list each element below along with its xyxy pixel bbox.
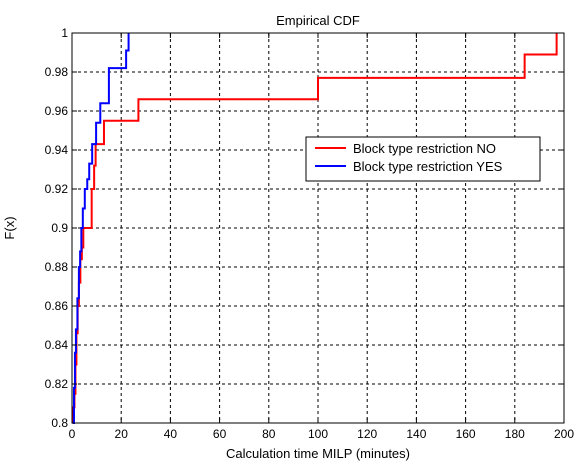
tick-layer: 0 20 40 60 80 100 120 140 160 180 200 0.8 0.82 0.84 0.… bbox=[45, 26, 575, 441]
x-axis-label: Calculation time MILP (minutes) bbox=[226, 446, 410, 461]
y-tick-label: 0.84 bbox=[45, 338, 69, 352]
y-tick-label: 0.92 bbox=[45, 182, 69, 196]
x-tick-label: 200 bbox=[554, 427, 574, 441]
y-tick-label: 1 bbox=[61, 26, 68, 40]
legend-entry-yes: Block type restriction YES bbox=[353, 159, 503, 174]
x-tick-label: 120 bbox=[357, 427, 377, 441]
x-tick-label: 100 bbox=[308, 427, 328, 441]
x-tick-label: 80 bbox=[262, 427, 276, 441]
x-tick-label: 20 bbox=[115, 427, 129, 441]
y-tick-label: 0.94 bbox=[45, 143, 69, 157]
x-tick-label: 160 bbox=[456, 427, 476, 441]
y-tick-label: 0.98 bbox=[45, 65, 69, 79]
x-tick-label: 140 bbox=[406, 427, 426, 441]
y-tick-label: 0.96 bbox=[45, 104, 69, 118]
x-tick-label: 40 bbox=[164, 427, 178, 441]
legend-entry-no: Block type restriction NO bbox=[353, 141, 496, 156]
x-tick-label: 0 bbox=[69, 427, 76, 441]
y-tick-label: 0.82 bbox=[45, 377, 69, 391]
series-line-yes bbox=[72, 33, 130, 424]
x-tick-label: 60 bbox=[213, 427, 227, 441]
series-layer bbox=[72, 33, 558, 424]
y-tick-label: 0.88 bbox=[45, 260, 69, 274]
x-tick-label: 180 bbox=[505, 427, 525, 441]
y-tick-label: 0.9 bbox=[51, 221, 68, 235]
y-axis-label: F(x) bbox=[2, 216, 17, 239]
chart-title: Empirical CDF bbox=[276, 13, 360, 28]
y-tick-label: 0.86 bbox=[45, 299, 69, 313]
legend-box bbox=[305, 136, 541, 182]
legend: Block type restriction NO Block type res… bbox=[305, 136, 541, 182]
y-tick-label: 0.8 bbox=[51, 416, 68, 430]
